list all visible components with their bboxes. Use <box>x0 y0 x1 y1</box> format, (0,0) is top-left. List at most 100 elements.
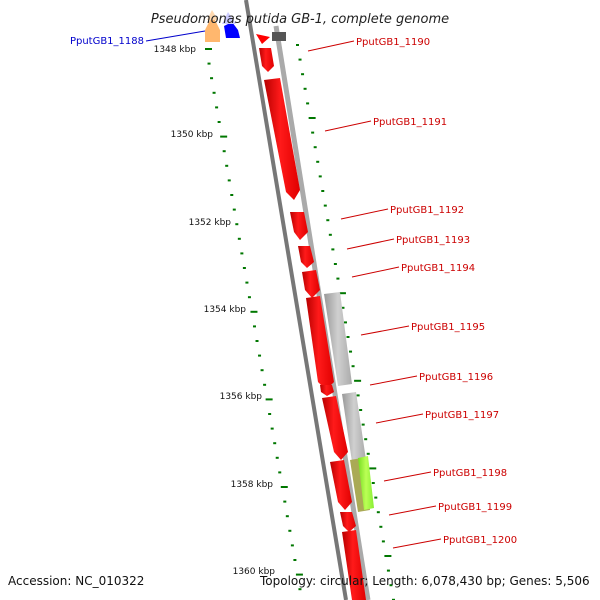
inner-tick <box>242 267 246 269</box>
gene-leader-line <box>360 325 410 336</box>
tick-label: 1358 kbp <box>231 480 274 490</box>
outer-tick <box>321 190 325 192</box>
outer-tick <box>331 248 335 251</box>
gene-label[interactable]: PputGB1_1199 <box>438 502 512 513</box>
gene-labels: PputGB1_1188 PputGB1_1190 PputGB1_1191 Pput… <box>70 30 517 549</box>
inner-tick <box>280 486 288 488</box>
inner-tick <box>212 91 216 94</box>
top-left-features <box>205 10 286 44</box>
inner-tick <box>225 164 229 167</box>
outer-tick <box>296 44 299 46</box>
gene-label[interactable]: PputGB1_1198 <box>433 468 507 479</box>
gene-label[interactable]: PputGB1_1197 <box>425 410 499 421</box>
gene-arrow <box>306 296 334 390</box>
gene-label[interactable]: PputGB1_1188 <box>70 36 144 47</box>
inner-tick <box>288 529 292 532</box>
inner-tick <box>245 281 249 284</box>
gene-label[interactable]: PputGB1_1196 <box>419 372 493 383</box>
tick-label: 1350 kbp <box>171 130 214 140</box>
outer-tick <box>323 204 327 207</box>
gene-arrow <box>259 48 274 72</box>
outer-tick <box>318 175 322 178</box>
inner-tick-track <box>205 48 303 591</box>
gene-arrow <box>330 460 352 510</box>
inner-tick <box>258 354 262 357</box>
gene-label[interactable]: PputGB1_1195 <box>411 322 485 333</box>
outer-tick <box>301 73 305 76</box>
inner-tick <box>237 237 241 240</box>
gene-arrow-1190-head <box>256 34 270 44</box>
gene-label[interactable]: PputGB1_1190 <box>356 37 430 48</box>
outer-tick <box>341 306 345 309</box>
gene-arrows <box>259 48 366 600</box>
gene-leader-line <box>145 30 206 42</box>
inner-tick <box>275 456 279 459</box>
gene-leader-line <box>375 413 424 424</box>
gene-arrow <box>264 78 300 200</box>
inner-tick <box>290 544 294 547</box>
tick-label: 1360 kbp <box>233 567 276 577</box>
outer-tick <box>316 160 320 163</box>
inner-tick <box>230 194 234 196</box>
inner-tick <box>222 150 226 153</box>
outer-tick <box>359 409 363 411</box>
outer-tick <box>306 102 310 105</box>
inner-tick <box>268 413 272 415</box>
similarity-hits <box>324 292 374 512</box>
feature-orange-light <box>207 10 218 20</box>
gene-leader-line <box>388 505 437 516</box>
outer-tick <box>376 511 380 514</box>
gene-arrow <box>290 212 308 240</box>
map-title: Pseudomonas putida GB-1, complete genome <box>151 12 449 27</box>
summary-text: Topology: circular; Length: 6,078,430 bp… <box>260 574 590 588</box>
inner-tick <box>295 573 303 576</box>
outer-tick <box>356 394 360 397</box>
gene-label[interactable]: PputGB1_1191 <box>373 117 447 128</box>
inner-tick <box>220 135 228 138</box>
tick-labels: 1348 kbp 1350 kbp 1352 kbp 1354 kbp 1356 kbp… <box>154 45 276 577</box>
outer-tick <box>386 569 390 572</box>
gene-arrow <box>302 270 320 298</box>
outer-tick <box>313 146 317 149</box>
feature-orange <box>205 20 220 42</box>
feature-blue-light <box>222 12 236 24</box>
tick-label: 1356 kbp <box>220 392 263 402</box>
outer-tick <box>364 438 368 441</box>
inner-tick <box>252 325 256 328</box>
gene-leader-line <box>392 538 442 549</box>
outer-tick <box>391 598 395 600</box>
tick-label: 1348 kbp <box>154 45 197 55</box>
outer-tick <box>361 423 365 426</box>
inner-tick <box>265 398 273 401</box>
outer-tick <box>328 233 332 236</box>
outer-tick <box>349 350 353 353</box>
gene-leader-line <box>346 238 395 250</box>
feature-dark-gray <box>272 32 286 41</box>
hit-green <box>358 456 374 510</box>
gene-label[interactable]: PputGB1_1194 <box>401 263 475 274</box>
outer-tick <box>303 87 307 90</box>
gene-label[interactable]: PputGB1_1200 <box>443 535 517 546</box>
inner-tick <box>270 427 274 430</box>
inner-tick <box>235 223 239 226</box>
inner-tick <box>205 48 212 50</box>
gene-arrow <box>340 512 356 532</box>
tick-label: 1354 kbp <box>204 305 247 315</box>
inner-tick <box>215 106 219 109</box>
gene-leader-line <box>340 208 389 220</box>
outer-tick <box>381 540 385 543</box>
gene-label[interactable]: PputGB1_1192 <box>390 205 464 216</box>
inner-tick <box>285 515 289 518</box>
tick-label: 1352 kbp <box>189 218 232 228</box>
inner-tick <box>293 559 297 561</box>
gene-leader-line <box>351 266 400 278</box>
gene-label[interactable]: PputGB1_1193 <box>396 235 470 246</box>
outer-tick <box>384 555 392 557</box>
inner-tick <box>210 77 214 80</box>
inner-tick <box>217 121 221 123</box>
inner-tick <box>227 179 231 182</box>
outer-tick <box>343 321 347 324</box>
outer-tick <box>298 58 302 61</box>
outer-tick <box>326 219 330 222</box>
feature-blue <box>224 22 240 38</box>
